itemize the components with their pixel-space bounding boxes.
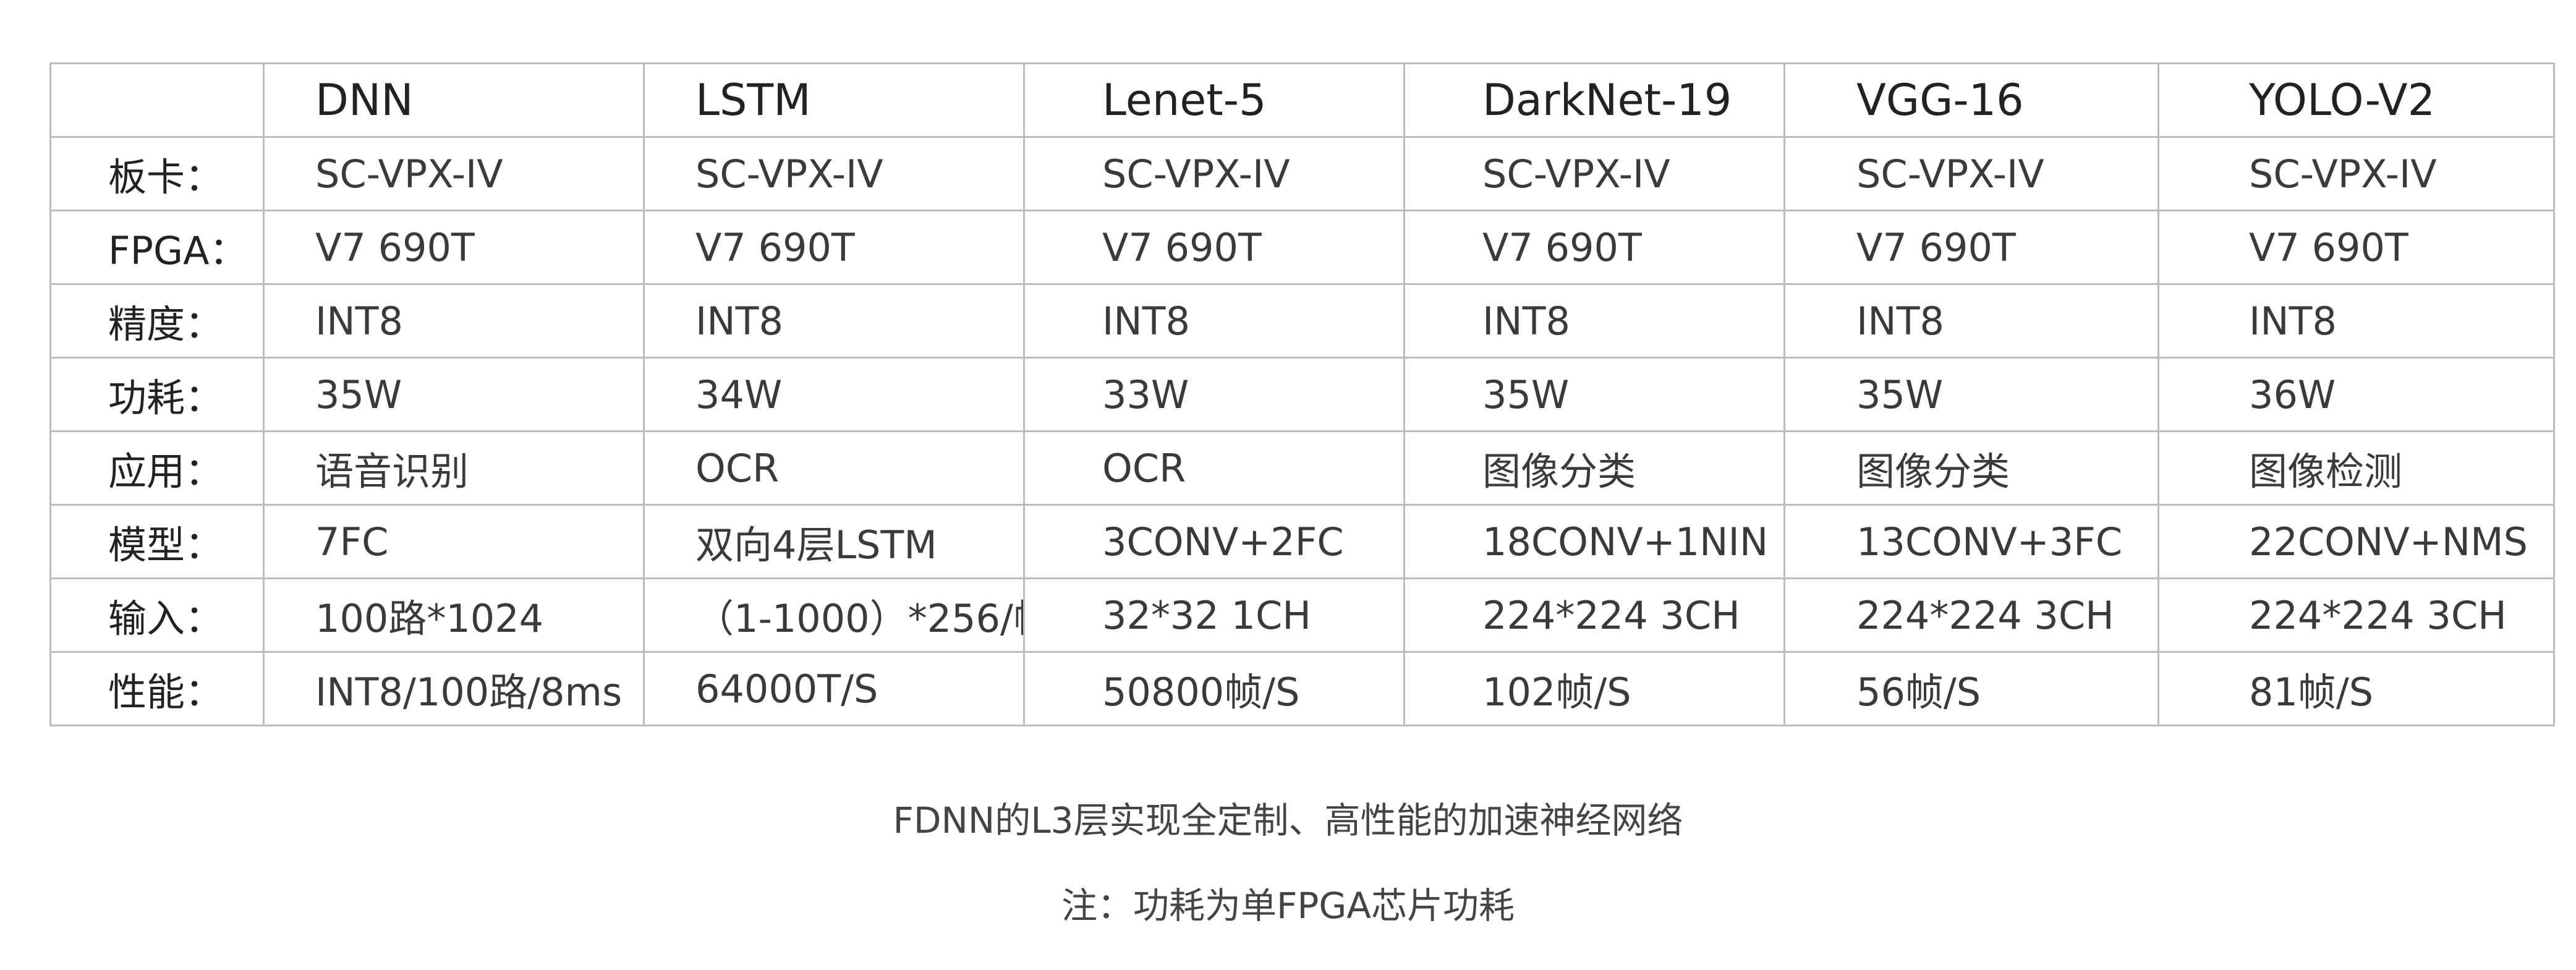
table-cell: 双向4层LSTM (643, 504, 1025, 579)
table-cell: 3CONV+2FC (1023, 504, 1405, 579)
table-cell: SC-VPX-IV (1023, 136, 1405, 211)
table-cell: OCR (643, 430, 1025, 506)
table-cell: 32*32 1CH (1023, 577, 1405, 653)
table-cell: 100路*1024 (263, 577, 645, 653)
table-cell: 22CONV+NMS (2157, 504, 2555, 579)
table-cell: INT8 (2157, 283, 2555, 359)
header-vgg16: VGG-16 (1783, 62, 2159, 138)
row-label: 功耗： (49, 357, 265, 432)
row-label: FPGA： (49, 210, 265, 285)
row-label: 板卡： (49, 136, 265, 211)
table-cell: 18CONV+1NIN (1403, 504, 1785, 579)
table-cell: INT8 (1023, 283, 1405, 359)
spec-table: DNN LSTM Lenet-5 DarkNet-19 VGG-16 YOLO-… (49, 62, 2555, 726)
table-cell: 图像检测 (2157, 430, 2555, 506)
table-cell: OCR (1023, 430, 1405, 506)
table-cell: 13CONV+3FC (1783, 504, 2159, 579)
table-cell: 64000T/S (643, 651, 1025, 726)
row-label: 输入： (49, 577, 265, 653)
table-cell: 33W (1023, 357, 1405, 432)
table-cell: 35W (263, 357, 645, 432)
header-yolov2: YOLO-V2 (2157, 62, 2555, 138)
table-row: 模型： 7FC 双向4层LSTM 3CONV+2FC 18CONV+1NIN 1… (49, 504, 2555, 579)
table-cell: 图像分类 (1783, 430, 2159, 506)
table-row: 功耗： 35W 34W 33W 35W 35W 36W (49, 357, 2555, 432)
row-label: 应用： (49, 430, 265, 506)
table-cell: 35W (1403, 357, 1785, 432)
header-lenet5: Lenet-5 (1023, 62, 1405, 138)
table-cell: 语音识别 (263, 430, 645, 506)
table-cell: （1-1000）*256/帧 (643, 577, 1025, 653)
table-cell: 81帧/S (2157, 651, 2555, 726)
table-cell: 36W (2157, 357, 2555, 432)
table-cell: INT8 (1783, 283, 2159, 359)
table-cell: 图像分类 (1403, 430, 1785, 506)
table-cell: INT8 (1403, 283, 1785, 359)
header-row: DNN LSTM Lenet-5 DarkNet-19 VGG-16 YOLO-… (49, 62, 2555, 138)
table-cell: SC-VPX-IV (1403, 136, 1785, 211)
table-caption: FDNN的L3层实现全定制、高性能的加速神经网络 (893, 799, 1683, 841)
table-cell: 56帧/S (1783, 651, 2159, 726)
table-row: 性能： INT8/100路/8ms 64000T/S 50800帧/S 102帧… (49, 651, 2555, 726)
table-row: 板卡： SC-VPX-IV SC-VPX-IV SC-VPX-IV SC-VPX… (49, 136, 2555, 211)
header-dnn: DNN (263, 62, 645, 138)
table-cell: V7 690T (263, 210, 645, 285)
header-lstm: LSTM (643, 62, 1025, 138)
table-cell: 224*224 3CH (2157, 577, 2555, 653)
table-cell: 50800帧/S (1023, 651, 1405, 726)
table-cell: 34W (643, 357, 1025, 432)
table-row: 应用： 语音识别 OCR OCR 图像分类 图像分类 图像检测 (49, 430, 2555, 506)
power-note: 注：功耗为单FPGA芯片功耗 (1061, 885, 1515, 927)
table-row: 精度： INT8 INT8 INT8 INT8 INT8 INT8 (49, 283, 2555, 359)
row-label: 性能： (49, 651, 265, 726)
table-row: 输入： 100路*1024 （1-1000）*256/帧 32*32 1CH 2… (49, 577, 2555, 653)
table-cell: SC-VPX-IV (263, 136, 645, 211)
table-cell: SC-VPX-IV (1783, 136, 2159, 211)
header-corner (49, 62, 265, 138)
row-label: 模型： (49, 504, 265, 579)
table-cell: 224*224 3CH (1783, 577, 2159, 653)
table-cell: INT8 (643, 283, 1025, 359)
table-cell: SC-VPX-IV (2157, 136, 2555, 211)
table-cell: 7FC (263, 504, 645, 579)
table-cell: 224*224 3CH (1403, 577, 1785, 653)
table-cell: 35W (1783, 357, 2159, 432)
table-cell: V7 690T (1783, 210, 2159, 285)
table-cell: V7 690T (2157, 210, 2555, 285)
table-cell: V7 690T (1403, 210, 1785, 285)
table-row: FPGA： V7 690T V7 690T V7 690T V7 690T V7… (49, 210, 2555, 285)
header-darknet19: DarkNet-19 (1403, 62, 1785, 138)
table-cell: V7 690T (643, 210, 1025, 285)
table-cell: INT8/100路/8ms (263, 651, 645, 726)
row-label: 精度： (49, 283, 265, 359)
table-cell: 102帧/S (1403, 651, 1785, 726)
table-cell: INT8 (263, 283, 645, 359)
table-cell: V7 690T (1023, 210, 1405, 285)
table-cell: SC-VPX-IV (643, 136, 1025, 211)
